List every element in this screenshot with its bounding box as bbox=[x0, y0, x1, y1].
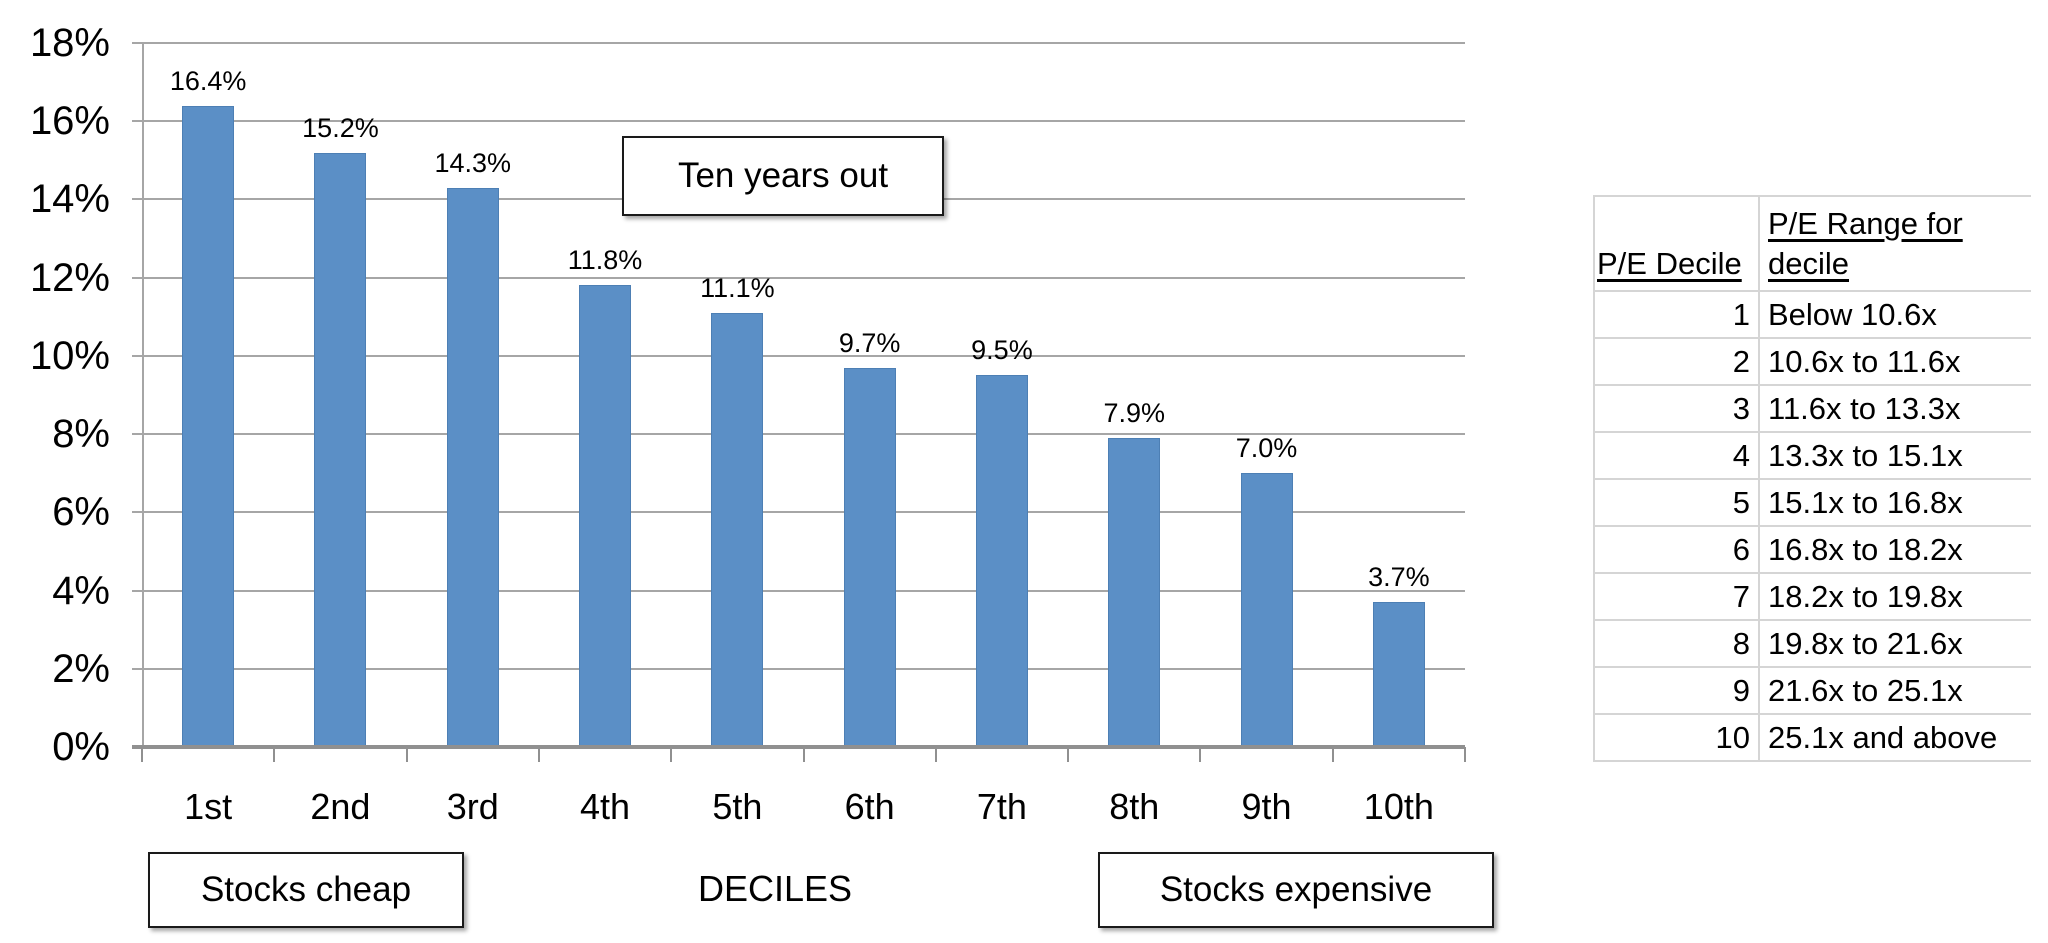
bar-value-label: 7.0% bbox=[1235, 433, 1298, 464]
y-axis-tick-label: 8% bbox=[52, 412, 110, 457]
x-axis-tick bbox=[934, 747, 937, 762]
bar bbox=[579, 285, 632, 747]
y-axis-tick-label: 4% bbox=[52, 568, 110, 613]
bar-value-label: 11.8% bbox=[567, 245, 643, 276]
table-cell-decile: 5 bbox=[1595, 480, 1758, 525]
gridline bbox=[132, 433, 1465, 436]
table-cell-decile: 1 bbox=[1595, 292, 1758, 337]
bar bbox=[843, 367, 896, 747]
x-axis-tick bbox=[537, 747, 540, 762]
y-axis-tick-label: 10% bbox=[29, 333, 110, 378]
table-cell-decile: 6 bbox=[1595, 527, 1758, 572]
x-axis-tick bbox=[670, 747, 673, 762]
y-axis-tick-label: 12% bbox=[29, 255, 110, 300]
bar-value-label: 16.4% bbox=[169, 65, 247, 96]
x-axis-line bbox=[132, 745, 1465, 749]
gridline bbox=[132, 589, 1465, 592]
table-cell-range: 25.1x and above bbox=[1760, 715, 2035, 760]
x-axis-tick bbox=[1199, 747, 1202, 762]
x-axis-tick-label: 5th bbox=[712, 786, 763, 827]
x-axis-tick-label: 9th bbox=[1241, 786, 1292, 827]
bar bbox=[1372, 602, 1425, 747]
table-cell-range: 15.1x to 16.8x bbox=[1760, 480, 2035, 525]
y-axis-line bbox=[142, 43, 144, 747]
gridline bbox=[132, 511, 1465, 514]
x-axis-tick bbox=[405, 747, 408, 762]
x-axis-tick bbox=[1067, 747, 1070, 762]
x-axis-tick bbox=[1464, 747, 1466, 762]
bar bbox=[975, 375, 1028, 747]
bar-value-label: 3.7% bbox=[1368, 562, 1430, 593]
gridline bbox=[132, 42, 1465, 44]
bar bbox=[314, 152, 367, 747]
y-axis-tick-label: 6% bbox=[52, 490, 110, 535]
y-axis-tick-label: 0% bbox=[52, 725, 110, 769]
table-header-decile: P/E Decile bbox=[1595, 197, 1758, 290]
x-axis-tick-label: 2nd bbox=[310, 786, 371, 827]
x-axis-tick-label: 8th bbox=[1109, 786, 1160, 827]
bar bbox=[711, 312, 764, 747]
y-axis-tick-label: 16% bbox=[29, 99, 110, 144]
bar-value-label: 15.2% bbox=[302, 112, 379, 143]
gridline bbox=[132, 667, 1465, 670]
table-cell-decile: 9 bbox=[1595, 668, 1758, 713]
bar bbox=[182, 105, 235, 747]
table-cell-decile: 7 bbox=[1595, 574, 1758, 619]
table-cell-decile: 3 bbox=[1595, 386, 1758, 431]
gridline bbox=[132, 120, 1465, 123]
x-axis-title: DECILES bbox=[697, 868, 853, 909]
table-cell-range: Below 10.6x bbox=[1760, 292, 2035, 337]
gridline bbox=[132, 354, 1465, 357]
table-header-range: P/E Range for decile bbox=[1760, 197, 2035, 290]
annotation-box-ten-years-out: Ten years out bbox=[622, 136, 944, 216]
table-cell-decile: 10 bbox=[1595, 715, 1758, 760]
bar-value-label: 11.1% bbox=[700, 272, 775, 303]
gridline bbox=[132, 276, 1465, 279]
table-cell-decile: 4 bbox=[1595, 433, 1758, 478]
table-cell-range: 10.6x to 11.6x bbox=[1760, 339, 2035, 384]
annotation-box-stocks-cheap: Stocks cheap bbox=[148, 852, 464, 928]
annotation-box-stocks-expensive: Stocks expensive bbox=[1098, 852, 1494, 928]
x-axis-tick-label: 1st bbox=[184, 786, 233, 827]
x-axis-tick-label: 4th bbox=[580, 786, 631, 827]
y-axis-tick-label: 2% bbox=[52, 646, 110, 691]
bar bbox=[1240, 473, 1293, 747]
x-axis-tick bbox=[1331, 747, 1334, 762]
table-cell-range: 19.8x to 21.6x bbox=[1760, 621, 2035, 666]
x-axis-tick bbox=[141, 747, 143, 762]
bar-value-label: 7.9% bbox=[1103, 398, 1166, 429]
bar-value-label: 9.5% bbox=[971, 335, 1033, 366]
x-axis-tick-label: 6th bbox=[844, 786, 895, 827]
bar bbox=[1108, 438, 1161, 747]
table-cell-decile: 8 bbox=[1595, 621, 1758, 666]
x-axis-tick-label: 7th bbox=[976, 786, 1027, 827]
table-cell-range: 18.2x to 19.8x bbox=[1760, 574, 2035, 619]
table-cell-decile: 2 bbox=[1595, 339, 1758, 384]
table-cell-range: 16.8x to 18.2x bbox=[1760, 527, 2035, 572]
bar bbox=[446, 187, 499, 747]
y-axis-tick-label: 18% bbox=[29, 21, 110, 65]
bar-value-label: 14.3% bbox=[434, 147, 512, 178]
pe-range-table: P/E Decile P/E Range for decile 1 Below 1… bbox=[1593, 195, 2035, 762]
table-cell-range: 21.6x to 25.1x bbox=[1760, 668, 2035, 713]
x-axis-tick bbox=[273, 747, 276, 762]
x-axis-tick bbox=[802, 747, 805, 762]
table-cell-range: 13.3x to 15.1x bbox=[1760, 433, 2035, 478]
x-axis-tick-label: 3rd bbox=[446, 786, 499, 827]
x-axis-tick-label: 10th bbox=[1363, 786, 1434, 827]
table-cell-range: 11.6x to 13.3x bbox=[1760, 386, 2035, 431]
y-axis-tick-label: 14% bbox=[29, 177, 110, 222]
bar-value-label: 9.7% bbox=[838, 327, 901, 358]
